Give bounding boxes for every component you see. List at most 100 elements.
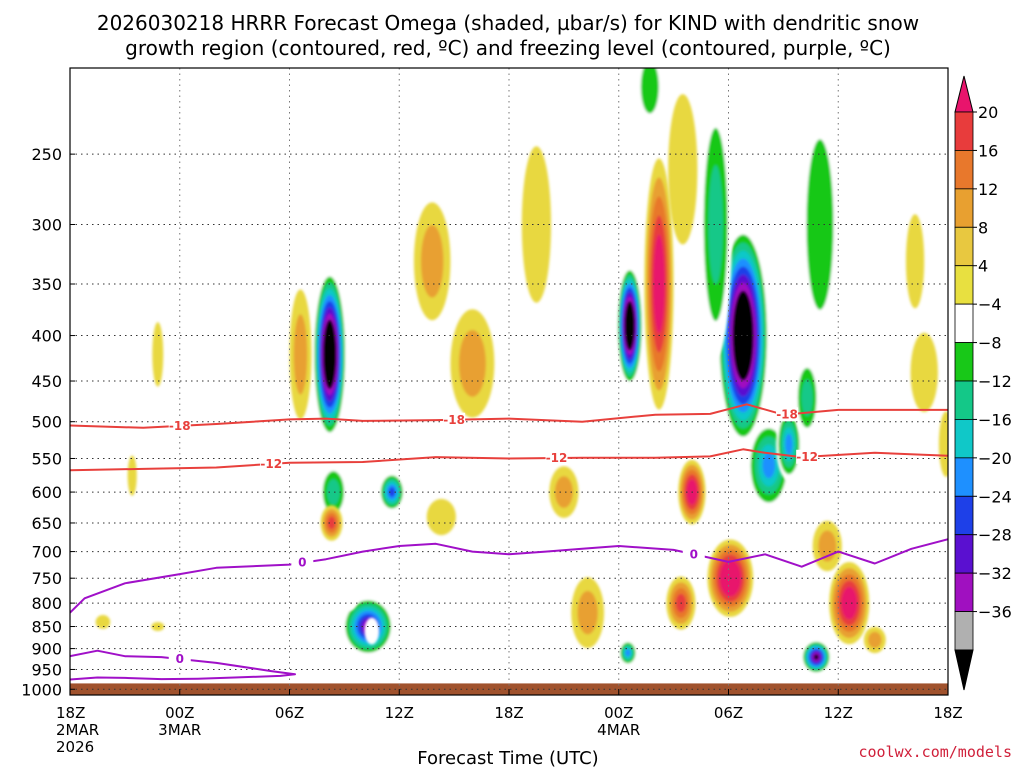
omega-ring	[806, 139, 834, 310]
colorbar-label: −12	[978, 372, 1012, 391]
colorbar-label: −36	[978, 603, 1012, 622]
colorbar-segment	[954, 188, 974, 228]
freezing-level-lower-line	[70, 649, 296, 681]
y-tick-label: 800	[31, 594, 62, 613]
omega-ring	[388, 487, 396, 497]
omega-ring	[152, 322, 164, 387]
chart-title-line1: 2026030218 HRRR Forecast Omega (shaded, …	[97, 11, 919, 35]
colorbar-segment	[954, 611, 974, 651]
contour-label-bg	[443, 412, 466, 427]
colorbar-segment	[954, 226, 974, 267]
omega-ring	[930, 200, 948, 298]
colorbar-segment	[954, 534, 974, 574]
y-tick-label: 650	[31, 514, 62, 533]
x-tick-label: 18Z	[494, 704, 523, 722]
omega-ring	[937, 615, 944, 638]
y-tick-label: 600	[31, 483, 62, 502]
colorbar-label: 4	[978, 257, 988, 276]
omega-cell-42	[340, 576, 360, 611]
y-tick-label: 300	[31, 216, 62, 235]
omega-cell-36	[151, 621, 165, 632]
x-tick-label: 18Z	[56, 704, 85, 722]
omega-ring	[625, 649, 631, 657]
y-tick-label: 400	[31, 327, 62, 346]
contour-label: -12	[260, 457, 282, 471]
y-tick-label: 250	[31, 145, 62, 164]
contour-label: -18	[169, 419, 191, 433]
contour-label-bg	[291, 555, 314, 570]
omega-cell-3	[379, 472, 405, 512]
colorbar-label: −8	[978, 334, 1002, 353]
omega-cell-6	[413, 202, 451, 321]
credit-text: coolwx.com/models	[858, 743, 1012, 761]
omega-ring	[95, 615, 111, 629]
x-tick-label: 12Z	[824, 704, 853, 722]
colorbar-segment	[954, 303, 974, 343]
colorbar-bottom-arrow	[954, 649, 974, 691]
omega-cell-39	[127, 455, 137, 496]
omega-ring	[668, 94, 698, 245]
y-tick-label: 550	[31, 449, 62, 468]
colorbar-label: −4	[978, 295, 1002, 314]
colorbar-segment	[954, 572, 974, 612]
omega-ring	[554, 476, 573, 508]
omega-ring	[127, 455, 137, 496]
colorbar-label: −28	[978, 526, 1012, 545]
colorbar-segment	[954, 342, 974, 382]
omega-ring	[577, 590, 598, 635]
omega-cell-24	[812, 520, 842, 572]
omega-cell-37	[244, 326, 254, 383]
colorbar-segment	[954, 380, 974, 420]
omega-ring	[327, 344, 332, 365]
colorbar-segment	[954, 265, 974, 305]
colorbar-segment	[954, 111, 974, 151]
x-tick-label: 00Z	[604, 704, 633, 722]
omega-cell-11	[571, 577, 605, 649]
omega-cell-18	[699, 90, 733, 359]
x-tick-date: 3MAR	[158, 721, 201, 739]
omega-cell-40	[95, 615, 111, 629]
dgz-minus12-line	[70, 448, 948, 472]
contour-label: 0	[298, 556, 306, 570]
x-tick-date: 4MAR	[597, 721, 640, 739]
omega-cell-8	[450, 309, 495, 418]
omega-ring	[521, 146, 552, 303]
colorbar: 20 16 12 8 4 −4 −8 −12 −16 −20 −24 −28 −32 −36	[954, 75, 1012, 691]
omega-cell-25	[801, 640, 831, 674]
contour-label: 0	[690, 547, 698, 561]
contour-label-bg	[168, 418, 191, 433]
contour-label-bg	[796, 449, 819, 464]
omega-ring	[868, 631, 882, 649]
colorbar-segment	[954, 150, 974, 190]
omega-ring	[910, 332, 938, 412]
contour-label: -18	[776, 407, 798, 421]
contour-label: 0	[176, 652, 184, 666]
omega-ring	[905, 214, 925, 309]
omega-ring	[458, 330, 486, 397]
omega-cell-1	[318, 463, 349, 522]
omega-ring	[340, 576, 360, 611]
omega-cell-12	[616, 265, 643, 386]
omega-cell-4	[320, 505, 343, 541]
omega-cell-33	[938, 411, 948, 478]
omega-ring	[740, 322, 747, 349]
y-tick-label: 500	[31, 413, 62, 432]
contour-label-bg	[682, 547, 705, 562]
omega-cell-44	[937, 615, 944, 638]
omega-ring	[327, 516, 336, 530]
omega-cell-30	[905, 214, 925, 309]
omega-ring	[938, 411, 948, 478]
x-tick-label: 00Z	[165, 704, 194, 722]
omega-ring	[801, 379, 813, 417]
colorbar-label: 8	[978, 218, 988, 237]
omega-ring	[813, 654, 819, 660]
omega-ring	[300, 451, 308, 486]
x-tick-date: 2MAR	[56, 721, 99, 739]
omega-cell-27	[794, 356, 820, 440]
colorbar-label: −16	[978, 410, 1012, 429]
y-tick-label: 450	[31, 372, 62, 391]
contour-layer: -18 -18 -18 -12 -12 -12 0 0 0	[70, 403, 948, 681]
omega-cell-23	[829, 561, 870, 645]
